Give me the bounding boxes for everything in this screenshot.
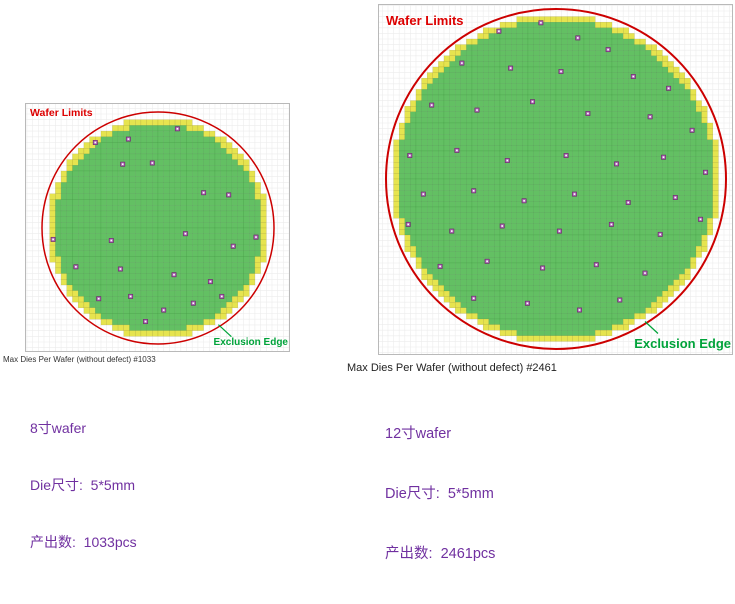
exclusion-edge-label: Exclusion Edge: [213, 337, 288, 348]
wafer-map-8inch: [25, 103, 290, 352]
wafer-map-plot-8inch: Wafer Limits Exclusion Edge: [25, 103, 290, 352]
wafer-caption-8inch: Max Dies Per Wafer (without defect) #103…: [3, 355, 156, 364]
output-count-text: 产出数: 2461pcs: [385, 546, 496, 562]
wafer-map-plot-12inch: Wafer Limits Exclusion Edge: [378, 4, 733, 355]
die-size-text: Die尺寸: 5*5mm: [30, 477, 136, 493]
wafer-caption-12inch: Max Dies Per Wafer (without defect) #246…: [347, 362, 557, 374]
wafer-size-text: 12寸wafer: [385, 426, 452, 442]
wafer-yield-report: Wafer Limits Exclusion Edge Max Dies Per…: [3, 4, 733, 562]
exclusion-edge-label: Exclusion Edge: [634, 336, 731, 351]
wafer-limits-label: Wafer Limits: [386, 13, 464, 28]
die-size-text: Die尺寸: 5*5mm: [385, 486, 494, 502]
wafer-summary-12inch: 12寸wafer Die尺寸: 5*5mm 产出数: 2461pcs: [385, 384, 495, 604]
wafer-limits-label: Wafer Limits: [30, 107, 93, 119]
wafer-size-text: 8寸wafer: [30, 420, 87, 436]
wafer-summary-8inch: 8寸wafer Die尺寸: 5*5mm 产出数: 1033pcs: [30, 381, 137, 590]
wafer-map-12inch: [378, 4, 733, 355]
output-count-text: 产出数: 1033pcs: [30, 534, 137, 550]
